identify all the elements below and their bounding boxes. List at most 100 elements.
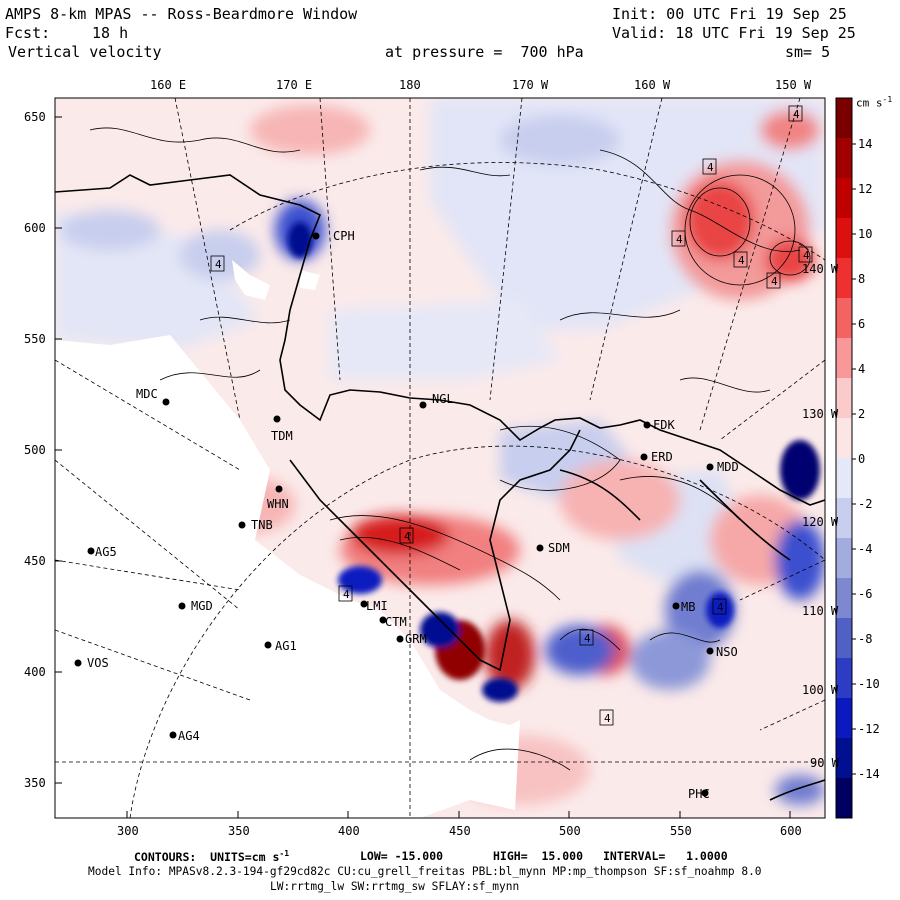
footer-high: HIGH= 15.000: [493, 849, 584, 863]
footer-interval: INTERVAL= 1.0000: [603, 849, 728, 863]
maxima-box: [210, 255, 225, 272]
station-dot: [74, 659, 82, 667]
station-dot: [640, 453, 648, 461]
cbar-label: -4: [858, 542, 873, 556]
cbar-label: -6: [858, 587, 873, 601]
station-dot: [672, 602, 680, 610]
maxima-label: 4: [584, 632, 591, 645]
footer-physics: LW:rrtmg_lw SW:rrtmg_sw SFLAY:sf_mynn: [270, 880, 520, 893]
x-tick-600: 600: [780, 824, 802, 838]
station-dot: [273, 415, 281, 423]
coastline: [55, 174, 825, 801]
cbar-label: 10: [858, 227, 873, 241]
x-tick-350: 350: [228, 824, 250, 838]
x-tick-400: 400: [338, 824, 360, 838]
colorbar-swatch: [836, 338, 852, 379]
y-tick-400: 400: [24, 665, 46, 679]
colorbar-swatch: [836, 418, 852, 459]
y-tick-350: 350: [24, 776, 46, 790]
colorbar-swatch: [836, 578, 852, 619]
station-dot: [264, 641, 272, 649]
station-label: AG4: [178, 729, 200, 743]
station-label: ERD: [651, 450, 673, 464]
lon-label-100w: 100 W: [802, 683, 839, 697]
station-label: SDM: [548, 541, 570, 555]
station-dot: [275, 485, 283, 493]
x-tick-450: 450: [449, 824, 471, 838]
colorbar-swatch: [836, 98, 852, 139]
colorbar-swatch: [836, 138, 852, 179]
maxima-label: 4: [717, 601, 724, 614]
init-time: Init: 00 UTC Fri 19 Sep 25: [612, 5, 847, 23]
station-label: LMI: [366, 599, 388, 613]
maxima-label: 4: [803, 249, 810, 262]
maxima-label: 4: [793, 108, 800, 121]
maxima-box: [579, 629, 594, 646]
maxima-label: 4: [707, 161, 714, 174]
lon-label-130w: 130 W: [802, 407, 839, 421]
station-label: AG5: [95, 545, 117, 559]
colorbar-swatch: [836, 778, 852, 819]
maxima-box: [733, 251, 748, 268]
station-dot: [706, 463, 714, 471]
station-label: VOS: [87, 656, 109, 670]
maxima-label: 4: [604, 712, 611, 725]
maxima-box: [671, 230, 686, 247]
colorbar-frame: [835, 97, 853, 819]
station-label: MDD: [717, 460, 739, 474]
station-dot: [701, 789, 709, 797]
lon-label-170w: 170 W: [512, 78, 549, 92]
station-label: WHN: [267, 497, 289, 511]
ice-mask-island: [232, 260, 270, 300]
x-tick-550: 550: [670, 824, 692, 838]
cbar-label: 8: [858, 272, 866, 286]
maxima-box: [788, 105, 803, 122]
cbar-label: -10: [858, 677, 880, 691]
cbar-label: 14: [858, 137, 873, 151]
lon-label-160w: 160 W: [634, 78, 671, 92]
colorbar-swatch: [836, 618, 852, 659]
station-dot: [162, 398, 170, 406]
station-label: NSO: [716, 645, 738, 659]
cbar-label: -12: [858, 722, 880, 736]
station-label: MB: [681, 600, 696, 614]
lon-label-160e: 160 E: [150, 78, 187, 92]
station-dot: [379, 616, 387, 624]
station-dot: [178, 602, 186, 610]
footer-model-info: Model Info: MPASv8.2.3-194-gf29cd82c CU:…: [88, 865, 762, 878]
maxima-label: 4: [215, 258, 222, 271]
station-label: CPH: [333, 229, 355, 243]
x-tick-500: 500: [559, 824, 581, 838]
lon-label-120w: 120 W: [802, 515, 839, 529]
station-dot: [643, 421, 651, 429]
footer-contours: CONTOURS: UNITS=cm s-1: [134, 849, 290, 864]
cbar-label: 0: [858, 452, 866, 466]
footer-low: LOW= -15.000: [360, 849, 444, 863]
cbar-label: -14: [858, 767, 880, 781]
cbar-label: 6: [858, 317, 866, 331]
field-patches: [55, 98, 825, 805]
station-dot: [536, 544, 544, 552]
graticule: [55, 98, 825, 818]
x-tick-300: 300: [117, 824, 139, 838]
station-label: PHC: [688, 787, 710, 801]
station-dot: [169, 731, 177, 739]
station-dot: [312, 232, 320, 240]
colorbar-swatch: [836, 538, 852, 579]
colorbar-swatch: [836, 498, 852, 539]
lon-label-150w: 150 W: [775, 78, 812, 92]
station-label: CTM: [385, 615, 407, 629]
axis-ticks: [55, 116, 791, 818]
y-tick-600: 600: [24, 221, 46, 235]
maxima-label: 4: [771, 275, 778, 288]
maxima-box: [766, 272, 781, 289]
lon-label-140w: 140 W: [802, 262, 839, 276]
station-label: MGD: [191, 599, 213, 613]
station-label: TNB: [251, 518, 273, 532]
station-label: GRM: [405, 632, 427, 646]
station-label: MDC: [136, 387, 158, 401]
maxima-box: [798, 246, 813, 263]
colorbar-units: cm s-1: [856, 95, 893, 110]
coastal-extremes: [288, 222, 820, 702]
